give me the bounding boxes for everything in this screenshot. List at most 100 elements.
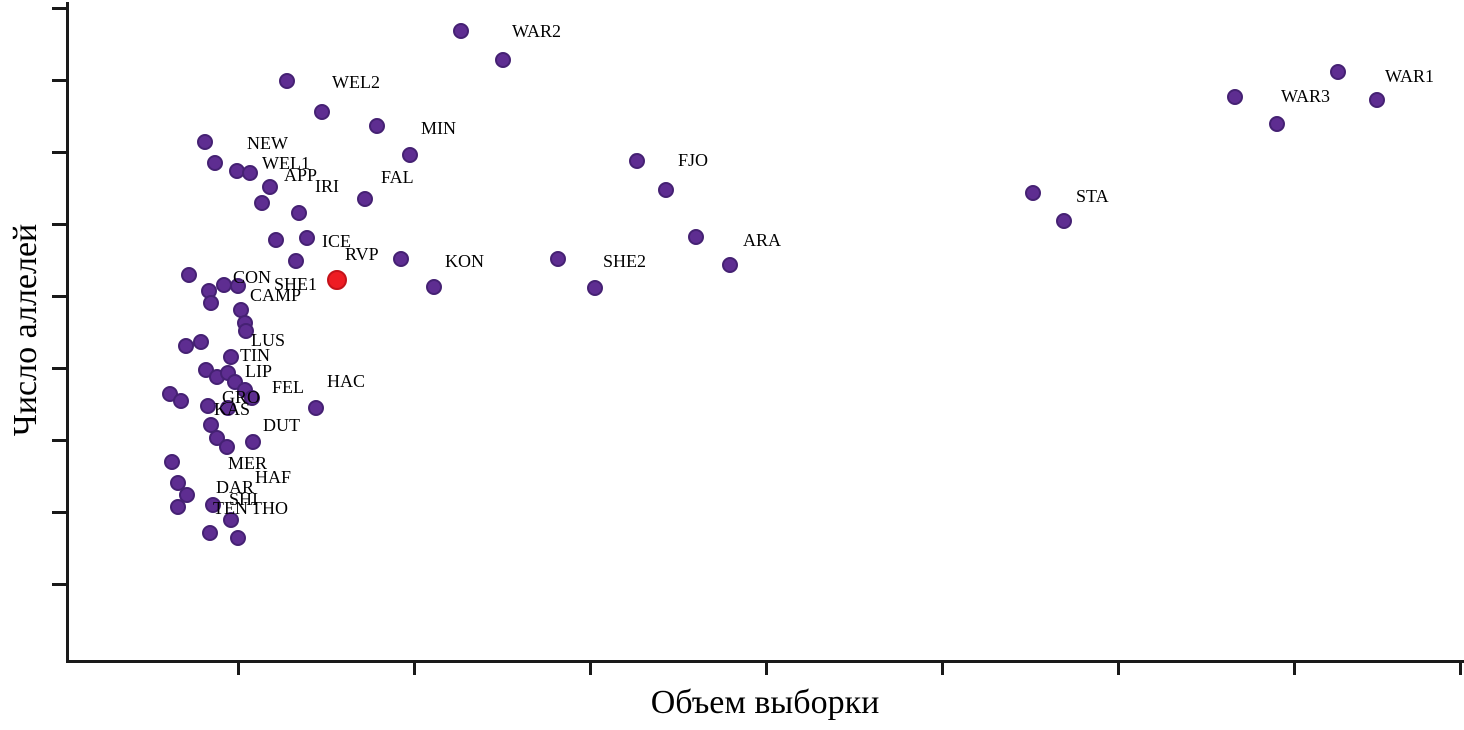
y-axis-tick [52,582,66,586]
point-label: WAR1 [1385,66,1434,86]
x-axis-line [66,660,1464,663]
data-point [550,251,566,267]
point-label: SHE1 [274,274,318,294]
x-axis-tick [412,663,416,675]
data-point [658,182,674,198]
point-label: CAMP [250,285,302,305]
point-label: CON [233,267,272,287]
x-axis-tick [940,663,944,675]
data-point [254,195,270,211]
data-point [495,52,511,68]
data-point [402,147,418,163]
data-point [688,229,704,245]
y-axis-tick [52,222,66,226]
point-label: WAR2 [512,21,561,41]
data-point [179,487,195,503]
data-point [219,439,235,455]
data-point [262,179,278,195]
data-point [223,349,239,365]
data-point [170,499,186,515]
point-label: ICE [322,231,351,251]
data-point [426,279,442,295]
point-label: MIN [421,118,456,138]
data-point [197,134,213,150]
point-label: LIP [245,361,272,381]
data-point [1056,213,1072,229]
point-label: RVP [345,244,379,264]
data-point [200,398,216,414]
data-point [230,278,246,294]
y-axis-tick [52,438,66,442]
point-label: WAR3 [1281,86,1330,106]
point-label: TIN [240,345,270,365]
point-label: FJO [678,150,709,170]
point-label: SHE2 [603,251,647,271]
y-axis-line [66,2,69,663]
data-point [369,118,385,134]
point-label: HAF [255,467,292,487]
point-label: WEL2 [332,72,380,92]
x-axis-tick [1292,663,1296,675]
data-point [181,267,197,283]
point-label: THO [251,498,288,518]
data-point [203,295,219,311]
x-axis-tick [1458,663,1462,675]
data-point [220,400,236,416]
data-point [291,205,307,221]
y-axis-tick [52,510,66,514]
data-point [308,400,324,416]
data-point [393,251,409,267]
data-point [173,393,189,409]
data-point [299,230,315,246]
point-label: SHI [229,489,259,509]
data-point [453,23,469,39]
data-point [238,323,254,339]
x-axis-tick [588,663,592,675]
y-axis-tick [52,6,66,10]
point-label: ARA [743,230,782,250]
data-point [722,257,738,273]
point-label: NEW [247,133,288,153]
data-point [268,232,284,248]
y-axis-tick [52,78,66,82]
data-point [202,525,218,541]
highlight-point [327,270,347,290]
data-point [1369,92,1385,108]
point-label: FEL [272,377,305,397]
x-axis-tick [236,663,240,675]
point-label: LUS [251,330,286,350]
point-label: DUT [263,415,300,435]
data-point [178,338,194,354]
data-point [230,530,246,546]
data-point [314,104,330,120]
point-label: HAC [327,371,366,391]
point-label: GRO [222,387,261,407]
x-axis-tick [1116,663,1120,675]
point-label: TEN [213,498,248,518]
point-label: MER [228,453,268,473]
data-point [587,280,603,296]
data-point [357,191,373,207]
point-label: WEL1 [262,153,310,173]
data-point [1269,116,1285,132]
data-point [170,475,186,491]
point-label: APP [284,165,318,185]
y-axis-tick [52,150,66,154]
data-point [288,253,304,269]
x-axis-tick [764,663,768,675]
point-label: FAL [381,167,414,187]
data-point [629,153,645,169]
data-point [1025,185,1041,201]
point-label: KAS [214,399,251,419]
point-label: DAR [216,477,255,497]
data-point [193,334,209,350]
data-point [244,390,260,406]
point-label: IRI [315,176,339,196]
data-point [242,165,258,181]
point-label: STA [1076,186,1109,206]
y-axis-tick [52,294,66,298]
data-point [223,512,239,528]
x-axis-label: Объем выборки [650,684,880,721]
